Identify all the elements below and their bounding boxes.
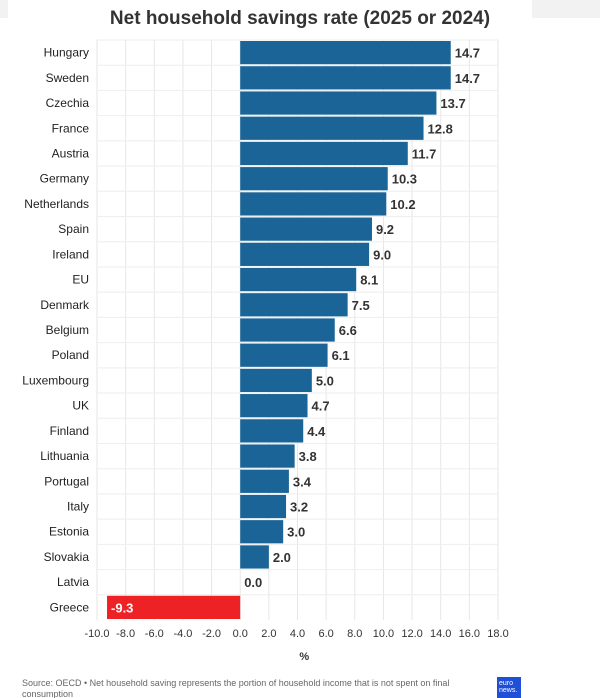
x-tick-label-7: 4.0 <box>290 628 305 640</box>
category-label-belgium: Belgium <box>46 323 89 337</box>
bar-uk <box>240 394 308 418</box>
category-label-finland: Finland <box>50 424 89 438</box>
value-label-eu: 8.1 <box>360 273 378 288</box>
chart-title: Net household savings rate (2025 or 2024… <box>109 8 491 29</box>
top-strip-left <box>0 0 8 18</box>
x-tick-label-11: 12.0 <box>401 628 422 640</box>
value-label-netherlands: 10.2 <box>390 197 415 212</box>
value-label-hungary: 14.7 <box>455 46 480 61</box>
value-label-portugal: 3.4 <box>293 474 312 489</box>
bar-netherlands <box>240 192 387 216</box>
value-label-greece: -9.3 <box>111 600 133 615</box>
category-label-greece: Greece <box>50 600 90 614</box>
bar-lithuania <box>240 444 295 468</box>
value-label-luxembourg: 5.0 <box>316 373 334 388</box>
value-label-ireland: 9.0 <box>373 247 391 262</box>
value-label-denmark: 7.5 <box>352 298 370 313</box>
category-label-france: France <box>52 121 90 135</box>
category-label-uk: UK <box>72 399 89 413</box>
x-tick-label-4: -2.0 <box>202 628 221 640</box>
value-label-italy: 3.2 <box>290 500 308 515</box>
value-label-latvia: 0.0 <box>244 575 262 590</box>
x-tick-label-13: 16.0 <box>459 628 480 640</box>
x-tick-label-12: 14.0 <box>430 628 451 640</box>
bar-italy <box>240 494 287 519</box>
bar-poland <box>240 343 328 367</box>
category-label-luxembourg: Luxembourg <box>22 373 89 387</box>
x-tick-label-0: -10.0 <box>84 628 109 640</box>
bar-spain <box>240 217 372 241</box>
bar-greece <box>107 595 241 619</box>
value-label-france: 12.8 <box>428 121 453 136</box>
x-tick-label-1: -8.0 <box>116 628 135 640</box>
category-label-slovakia: Slovakia <box>44 550 90 564</box>
bar-denmark <box>240 293 348 317</box>
category-label-germany: Germany <box>40 172 89 186</box>
category-label-lithuania: Lithuania <box>40 449 89 463</box>
value-label-finland: 4.4 <box>307 424 326 439</box>
bar-france <box>240 116 424 140</box>
x-tick-label-5: 0.0 <box>233 628 248 640</box>
bar-finland <box>240 419 304 443</box>
value-label-czechia: 13.7 <box>440 96 465 111</box>
category-label-hungary: Hungary <box>44 46 89 60</box>
category-label-spain: Spain <box>58 222 89 236</box>
category-label-austria: Austria <box>52 146 90 160</box>
category-label-portugal: Portugal <box>44 474 89 488</box>
category-label-netherlands: Netherlands <box>24 197 89 211</box>
bar-ireland <box>240 242 370 266</box>
value-label-lithuania: 3.8 <box>299 449 317 464</box>
x-tick-label-14: 18.0 <box>487 628 508 640</box>
bar-hungary <box>240 41 451 65</box>
bar-estonia <box>240 520 284 544</box>
value-label-germany: 10.3 <box>392 172 417 187</box>
x-tick-label-6: 2.0 <box>261 628 276 640</box>
bar-czechia <box>240 91 437 115</box>
value-label-austria: 11.7 <box>412 146 437 161</box>
bar-portugal <box>240 469 289 493</box>
category-label-eu: EU <box>72 273 89 287</box>
category-label-latvia: Latvia <box>57 575 89 589</box>
bar-slovakia <box>240 545 269 569</box>
bar-luxembourg <box>240 368 312 393</box>
bar-austria <box>240 141 408 166</box>
category-label-poland: Poland <box>52 348 89 362</box>
euronews-logo: euro news. <box>497 677 521 698</box>
bar-eu <box>240 267 357 292</box>
category-label-denmark: Denmark <box>40 298 90 312</box>
category-label-estonia: Estonia <box>49 525 89 539</box>
value-label-sweden: 14.7 <box>455 71 480 86</box>
category-label-sweden: Sweden <box>46 71 89 85</box>
value-label-estonia: 3.0 <box>287 525 305 540</box>
value-label-slovakia: 2.0 <box>273 550 291 565</box>
category-label-ireland: Ireland <box>52 247 89 261</box>
value-label-poland: 6.1 <box>332 348 350 363</box>
top-strip-right <box>532 0 600 18</box>
x-tick-label-9: 8.0 <box>347 628 362 640</box>
source-note: Source: OECD • Net household saving repr… <box>22 678 450 698</box>
x-tick-label-8: 6.0 <box>318 628 333 640</box>
bar-sweden <box>240 66 451 90</box>
x-tick-label-2: -6.0 <box>145 628 164 640</box>
value-label-uk: 4.7 <box>312 399 330 414</box>
value-label-spain: 9.2 <box>376 222 394 237</box>
x-axis-label: % <box>299 651 309 663</box>
category-label-czechia: Czechia <box>46 96 90 110</box>
bar-belgium <box>240 318 335 342</box>
x-tick-label-3: -4.0 <box>173 628 192 640</box>
bar-germany <box>240 167 388 191</box>
value-label-belgium: 6.6 <box>339 323 357 338</box>
category-label-italy: Italy <box>67 500 89 514</box>
x-tick-label-10: 10.0 <box>373 628 394 640</box>
